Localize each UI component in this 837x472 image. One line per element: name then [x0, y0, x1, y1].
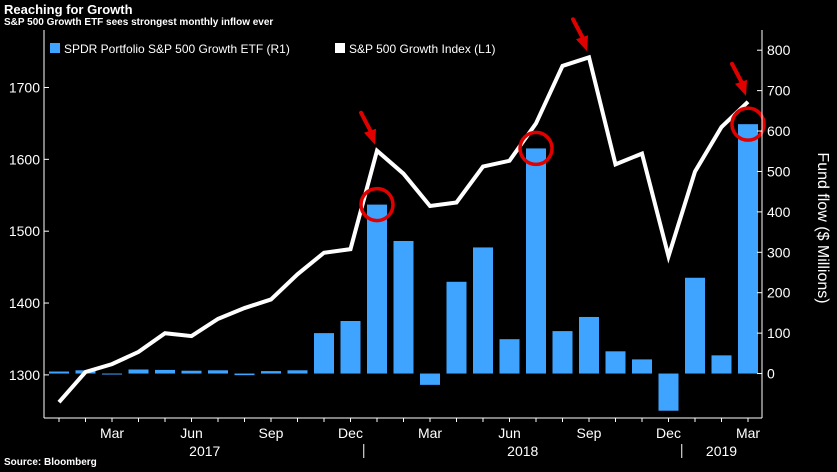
line-series-layer — [57, 54, 750, 404]
highlight-circle — [359, 186, 395, 223]
bar — [473, 247, 493, 374]
right-tick-label: 400 — [767, 204, 791, 220]
bar — [499, 339, 520, 374]
bar — [658, 373, 679, 411]
x-tick-label: Dec — [656, 425, 681, 441]
bar — [393, 240, 414, 374]
bar — [287, 370, 308, 374]
x-tick-label: Dec — [338, 425, 363, 441]
bar — [446, 281, 467, 374]
bar — [314, 333, 334, 374]
bar — [605, 351, 626, 374]
highlight-circle — [518, 130, 554, 167]
highlight-arrows — [359, 17, 747, 145]
x-tick-label: Sep — [259, 425, 284, 441]
source-note: Source: Bloomberg — [4, 457, 97, 468]
axes — [43, 30, 763, 458]
right-tick-label: 0 — [767, 366, 775, 382]
x-tick-label: Sep — [577, 425, 602, 441]
legend-line-label: S&P 500 Growth Index (L1) — [349, 42, 496, 56]
bar — [340, 321, 361, 374]
legend-bar-label: SPDR Portfolio S&P 500 Growth ETF (R1) — [64, 42, 290, 56]
right-tick-label: 200 — [767, 285, 791, 301]
bar-series — [49, 124, 758, 411]
bar — [738, 124, 758, 374]
highlight-arrow — [571, 17, 588, 52]
left-tick-label: 1300 — [9, 367, 40, 383]
highlight-circle — [730, 106, 766, 142]
right-tick-label: 500 — [767, 163, 791, 179]
left-tick-label: 1600 — [9, 151, 40, 167]
left-tick-label: 1700 — [9, 79, 40, 95]
legend-line-swatch — [335, 43, 345, 53]
bar — [102, 373, 122, 375]
right-tick-label: 300 — [767, 244, 791, 260]
x-tick-label: Jun — [498, 425, 521, 441]
bar — [632, 359, 652, 374]
bar — [208, 370, 228, 374]
right-axis-label: Fund flow ($ Millions) — [814, 152, 831, 303]
legend: SPDR Portfolio S&P 500 Growth ETF (R1) S… — [50, 42, 496, 56]
x-tick-label: Mar — [736, 425, 760, 441]
chart-subtitle: S&P 500 Growth ETF sees strongest monthl… — [4, 17, 274, 28]
bar — [367, 204, 387, 374]
right-tick-label: 600 — [767, 123, 791, 139]
x-tick-label: Jun — [180, 425, 203, 441]
bar — [420, 373, 440, 385]
highlight-arrow — [730, 61, 747, 96]
bar — [234, 373, 255, 376]
bar — [711, 355, 732, 374]
x-tick-label: Mar — [418, 425, 442, 441]
highlight-circles — [359, 106, 766, 223]
bar — [526, 148, 546, 374]
x-tick-label: Mar — [100, 425, 124, 441]
bar — [49, 371, 69, 374]
right-tick-label: 100 — [767, 325, 791, 341]
bar — [128, 369, 149, 374]
bar — [181, 370, 202, 374]
highlight-arrow — [359, 110, 376, 145]
legend-bar-swatch — [50, 43, 60, 53]
right-tick-label: 700 — [767, 83, 791, 99]
year-label: 2019 — [706, 443, 737, 459]
left-tick-label: 1400 — [9, 295, 40, 311]
left-tick-label: 1500 — [9, 223, 40, 239]
bar — [155, 369, 175, 374]
bar — [579, 316, 599, 374]
right-tick-label: 800 — [767, 42, 791, 58]
tick-labels: 1300 1400 1500 1600 1700 0 100 200 300 400 500 600 7… — [9, 42, 791, 459]
bar — [261, 371, 281, 374]
year-label: 2017 — [189, 443, 220, 459]
chart-title: Reaching for Growth — [4, 2, 133, 17]
year-label: 2018 — [507, 443, 538, 459]
bar — [685, 277, 705, 374]
bar — [552, 331, 573, 374]
